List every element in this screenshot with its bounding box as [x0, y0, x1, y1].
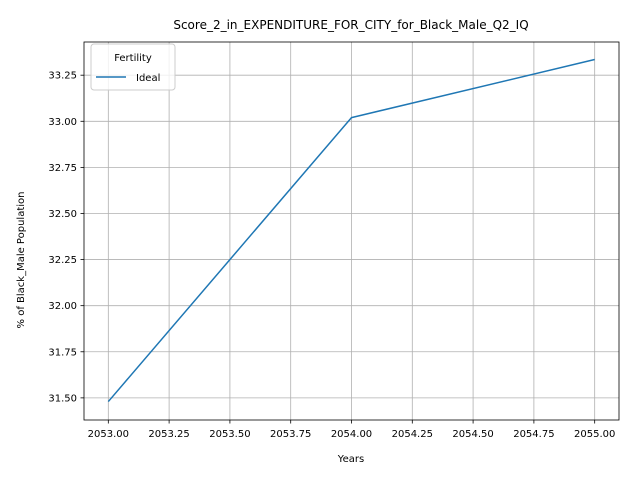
legend-box: [90, 43, 176, 91]
grid-lines: [84, 42, 619, 420]
series-lines: [107, 58, 595, 403]
x-axis-ticks: 2053.00 2053.25 2053.50 2053.75 2054.00 2054.…: [88, 420, 615, 440]
x-tick-label: 2053.00: [88, 429, 129, 440]
x-tick-label: 2053.25: [148, 429, 189, 440]
x-tick-label: 2054.50: [452, 429, 493, 440]
y-tick-label: 32.00: [48, 301, 77, 312]
y-tick-label: 33.00: [48, 117, 77, 128]
legend: Fertility Ideal: [90, 43, 176, 91]
x-tick-label: 2053.50: [209, 429, 250, 440]
y-tick-label: 32.50: [48, 209, 77, 220]
x-tick-label: 2054.00: [331, 429, 372, 440]
x-axis-label: Years: [337, 454, 364, 465]
legend-title: Fertility: [114, 53, 152, 64]
y-tick-label: 32.75: [48, 163, 77, 174]
y-axis-ticks: 31.50 31.75 32.00 32.25 32.50 32.75 33.00 33.25: [48, 71, 84, 404]
y-tick-label: 33.25: [48, 71, 77, 82]
x-tick-label: 2054.25: [392, 429, 433, 440]
legend-label: Ideal: [136, 73, 160, 84]
x-tick-label: 2053.75: [270, 429, 311, 440]
y-axis-label: % of Black_Male Population: [16, 192, 27, 329]
y-tick-label: 32.25: [48, 255, 77, 266]
y-tick-label: 31.75: [48, 347, 77, 358]
x-tick-label: 2054.75: [513, 429, 554, 440]
y-tick-label: 31.50: [48, 393, 77, 404]
x-tick-label: 2055.00: [574, 429, 615, 440]
chart-title: Score_2_in_EXPENDITURE_FOR_CITY_for_Blac…: [173, 18, 528, 32]
